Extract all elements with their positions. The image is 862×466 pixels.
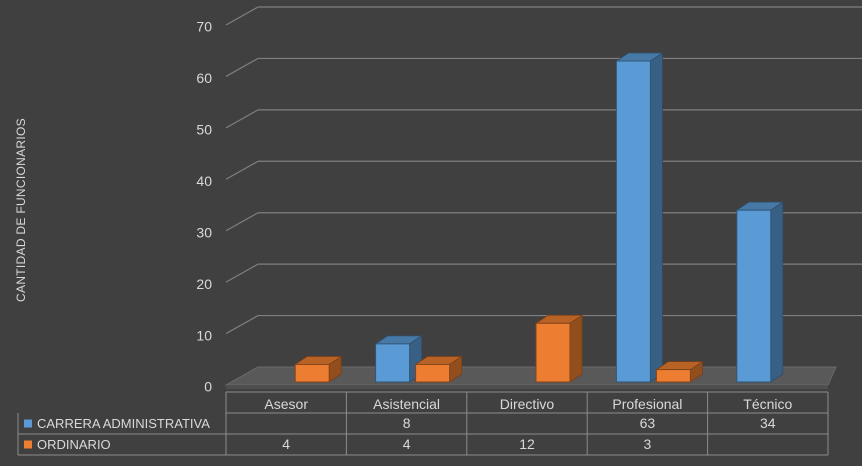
- legend-swatch: [24, 440, 32, 449]
- legend-label: ORDINARIO: [37, 437, 111, 452]
- bar-front: [375, 343, 411, 383]
- bar-ordinario-asistencial: [414, 355, 463, 383]
- gridline-diagonal: [225, 109, 259, 129]
- y-tick-label: 60: [196, 70, 212, 86]
- bar-front: [736, 209, 772, 383]
- bar-front: [615, 60, 651, 383]
- gridline-diagonal: [225, 160, 259, 180]
- bar-side: [770, 201, 784, 383]
- bar-side: [569, 314, 583, 383]
- legend-swatch: [24, 419, 32, 428]
- bars: [293, 52, 785, 383]
- gridline-diagonal: [225, 57, 259, 77]
- gridline-diagonal: [225, 263, 259, 283]
- bar-carrera-profesional: [615, 52, 664, 383]
- bar-front: [655, 369, 691, 383]
- y-tick-label: 70: [196, 19, 212, 35]
- bar-ordinario-profesional: [655, 360, 704, 383]
- x-tick-label: Directivo: [500, 396, 555, 412]
- data-label: 3: [644, 436, 652, 452]
- y-tick-label: 0: [204, 379, 212, 395]
- floor-edge: [226, 385, 828, 389]
- y-tick-label: 10: [196, 327, 212, 343]
- data-label: 4: [403, 436, 411, 452]
- x-tick-label: Asistencial: [373, 396, 440, 412]
- y-tick-label: 40: [196, 173, 212, 189]
- y-axis-title: CANTIDAD DE FUNCIONARIOS: [14, 118, 28, 302]
- gridline-diagonal: [225, 315, 259, 335]
- data-label: 12: [519, 436, 535, 452]
- bar-ordinario-directivo: [534, 314, 584, 383]
- data-label: 8: [403, 415, 411, 431]
- y-tick-label: 20: [196, 276, 212, 292]
- data-label: 34: [760, 415, 776, 431]
- x-tick-label: Técnico: [743, 396, 792, 412]
- y-tick-label: 50: [196, 122, 212, 138]
- bar-carrera-asistencial: [374, 335, 423, 383]
- gridline-diagonal: [225, 212, 259, 232]
- bar-side: [650, 52, 663, 383]
- x-tick-label: Profesional: [612, 396, 682, 412]
- gridline-diagonal: [225, 6, 259, 26]
- data-table: Asesor Asistencial Directivo Profesional Téc…: [17, 391, 829, 456]
- legend-label: CARRERA ADMINISTRATIVA: [37, 416, 210, 431]
- bar-carrera-técnico: [735, 201, 785, 383]
- x-tick-label: Asesor: [264, 396, 308, 412]
- bar-ordinario-asesor: [293, 355, 343, 383]
- data-label: 4: [282, 436, 290, 452]
- y-tick-label: 30: [196, 224, 212, 240]
- bar-front: [535, 322, 571, 383]
- y-axis-ticks: 0 10 20 30 40 50 60 70: [196, 19, 212, 395]
- bar-front: [294, 363, 330, 383]
- bar-front: [415, 363, 451, 383]
- data-label: 63: [640, 415, 656, 431]
